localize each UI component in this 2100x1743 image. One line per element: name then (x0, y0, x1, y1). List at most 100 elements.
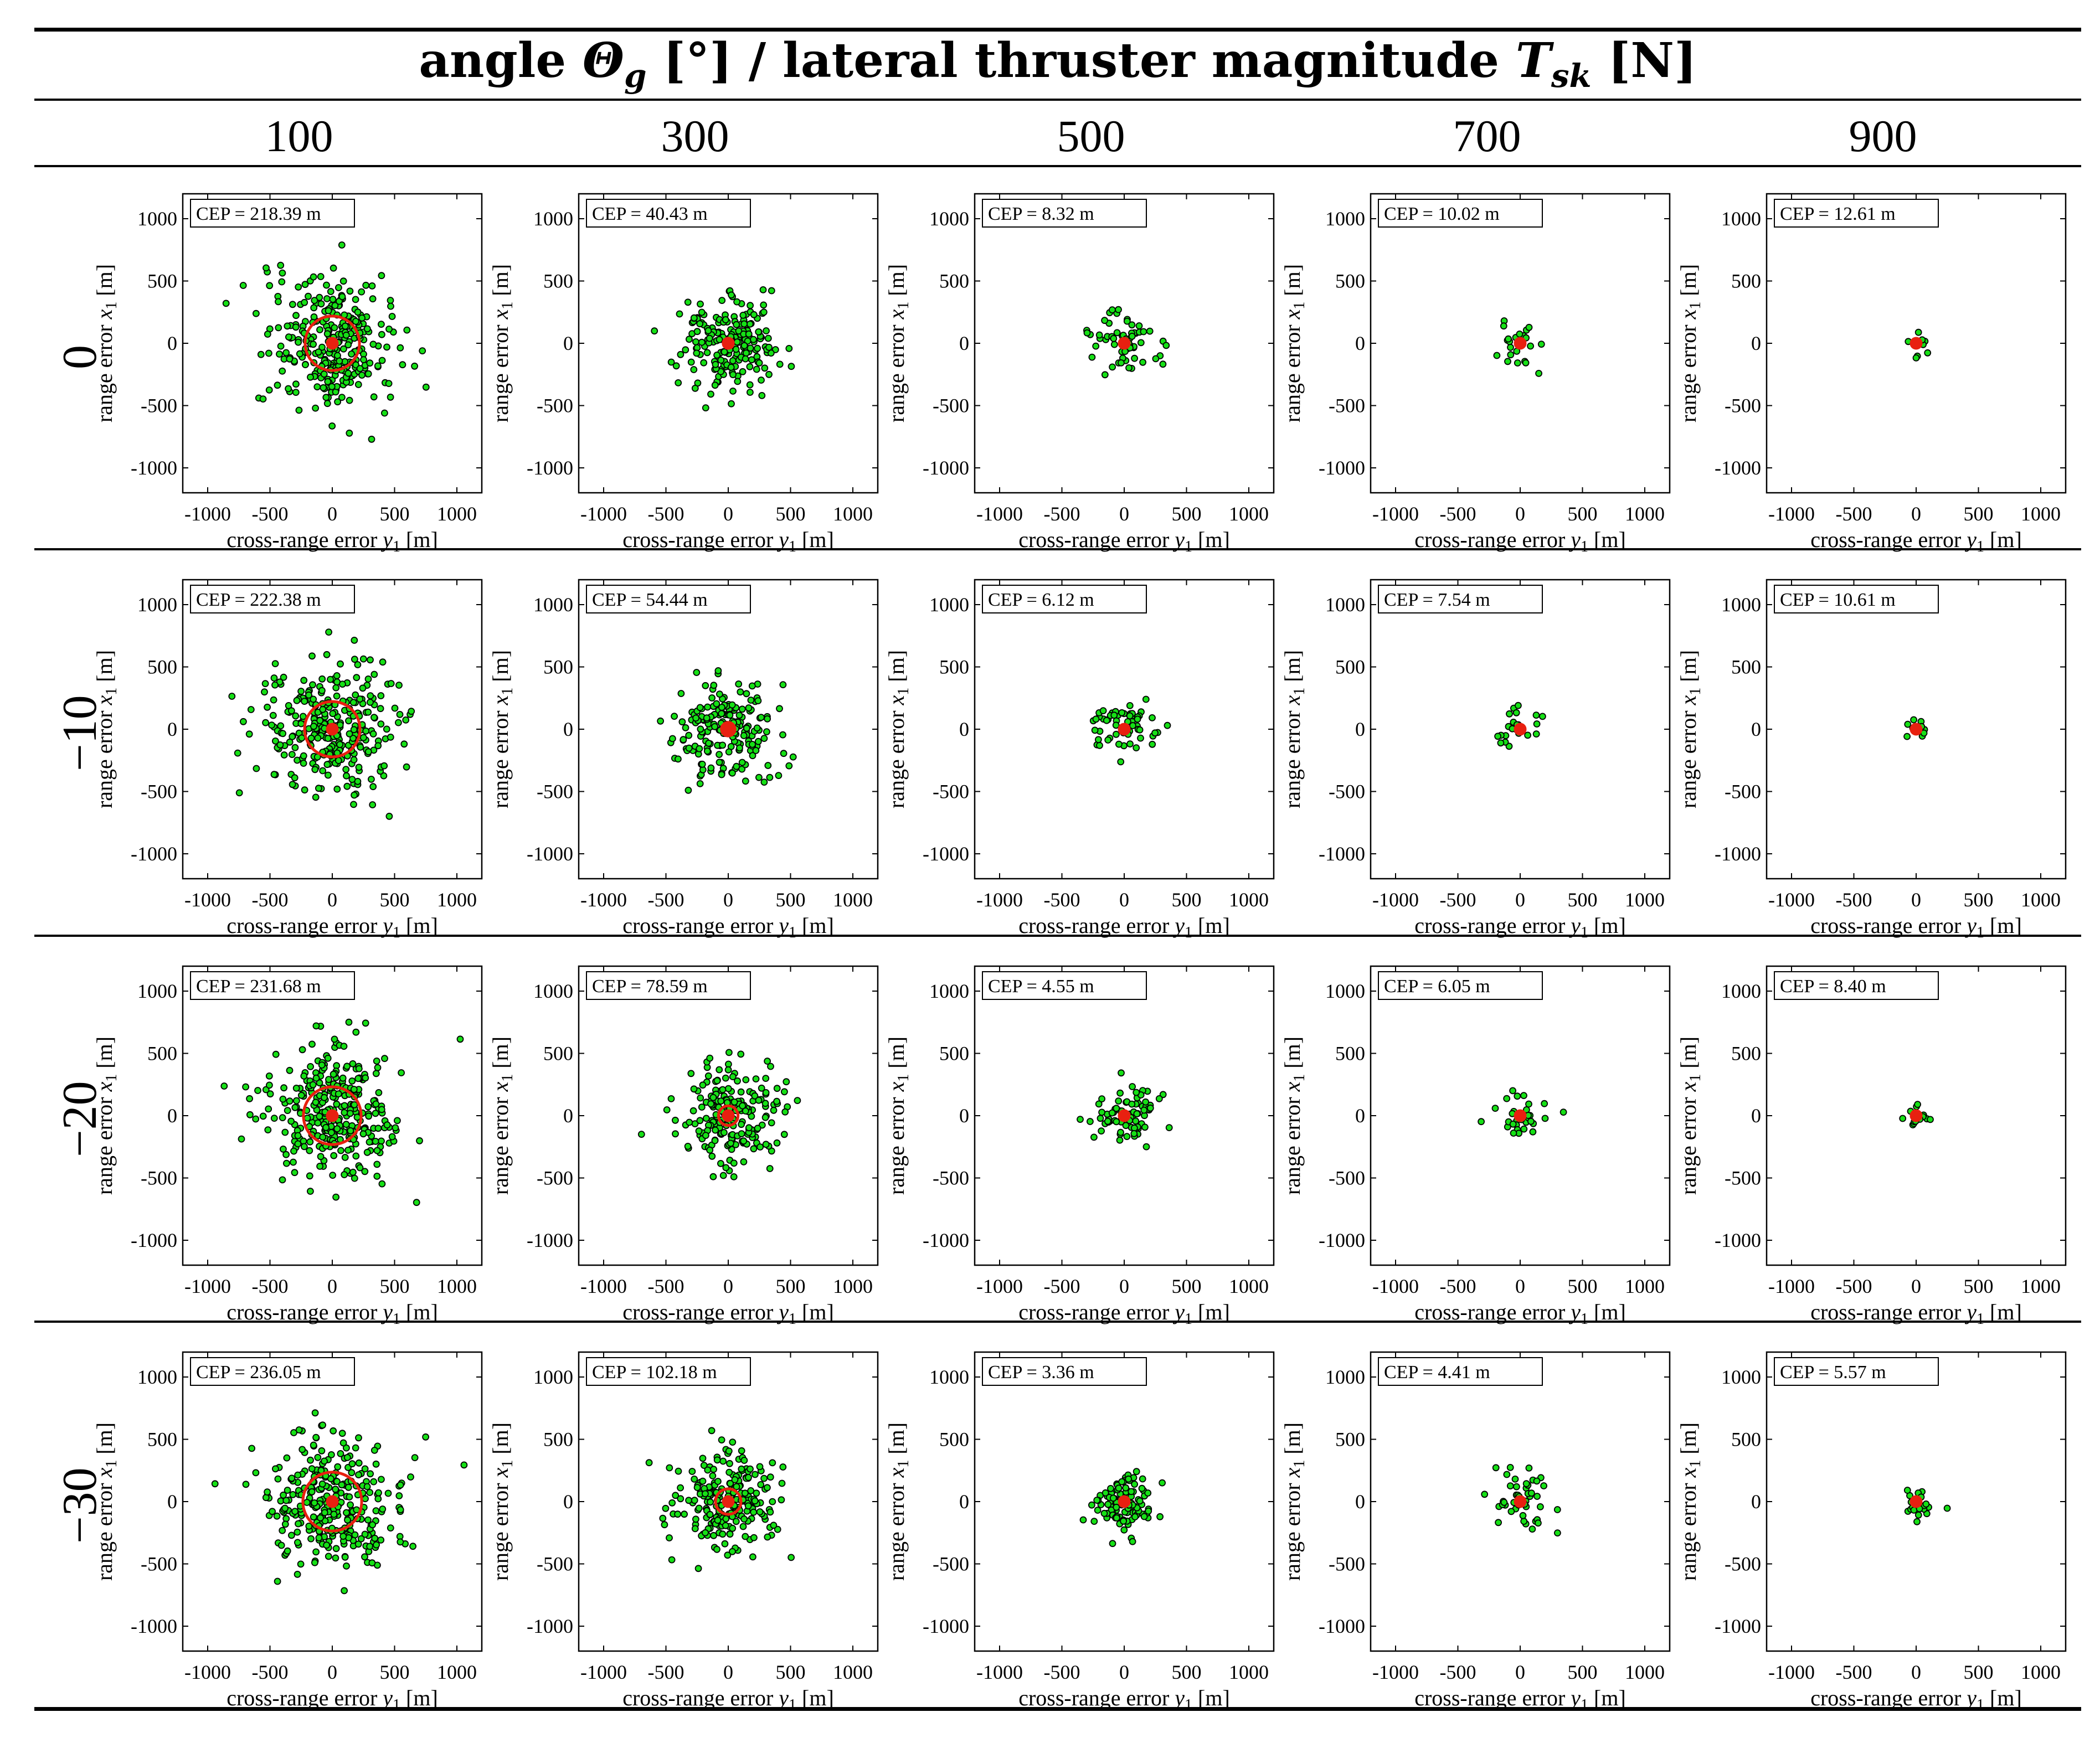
data-point (765, 370, 773, 378)
data-point (339, 345, 347, 353)
y-tick-label: -1000 (131, 1615, 177, 1637)
data-point (362, 281, 370, 289)
data-point (288, 1474, 296, 1482)
scatter-panel: -1000-1000-500-5000050050010001000cross-… (1280, 193, 1671, 555)
x-axis-label-unit: [m] (1192, 1299, 1230, 1324)
y-axis-label: range error x1 [m] (884, 1036, 912, 1195)
data-point (720, 1129, 728, 1136)
data-point (300, 1143, 308, 1151)
y-axis-label: range error x1 [m] (1676, 1036, 1704, 1195)
y-axis-label-unit: [m] (488, 650, 513, 688)
y-axis-label: range error x1 [m] (1676, 650, 1704, 808)
data-point (671, 713, 678, 720)
x-axis-label-text: cross-range error (622, 1299, 779, 1324)
data-point (718, 1436, 725, 1444)
data-point (1528, 1525, 1536, 1533)
data-point (372, 1070, 380, 1077)
data-point (1092, 715, 1100, 723)
data-point (740, 1457, 748, 1464)
data-point (1101, 371, 1109, 379)
data-point (688, 1468, 696, 1475)
cep-box (982, 585, 1147, 613)
y-tick-label: 500 (1731, 656, 1761, 678)
data-point (710, 1466, 718, 1473)
data-point (1903, 733, 1911, 740)
data-point (659, 1514, 667, 1522)
y-tick-label: 1000 (929, 1366, 969, 1388)
y-tick-label: -500 (537, 1553, 573, 1575)
data-point (1136, 1497, 1144, 1505)
data-point (377, 1476, 385, 1483)
x-axis-label-var: y (776, 1685, 789, 1710)
data-point (325, 307, 332, 314)
data-point (299, 713, 307, 720)
x-axis-label-text: cross-range error (1414, 527, 1571, 552)
data-point (324, 378, 332, 385)
data-point (310, 1513, 317, 1521)
data-point (292, 389, 300, 396)
data-point (270, 1115, 278, 1122)
data-point (403, 326, 411, 334)
data-point (295, 406, 303, 414)
y-axis-label-var: x (1280, 1081, 1305, 1092)
data-point (375, 1089, 383, 1096)
scatter-panel: -1000-1000-500-5000050050010001000cross-… (92, 965, 483, 1328)
x-tick-label: 500 (1568, 889, 1598, 911)
data-point (735, 327, 743, 335)
x-tick-label: -500 (648, 503, 684, 525)
data-point (318, 687, 326, 694)
data-point (708, 1152, 716, 1160)
data-point (785, 344, 793, 352)
data-point (372, 1137, 379, 1145)
cep-box (190, 585, 355, 613)
y-axis-label: range error x1 [m] (92, 264, 120, 422)
data-point (279, 1114, 286, 1122)
data-point (1141, 1123, 1149, 1131)
data-point (1133, 744, 1140, 752)
data-point (371, 1534, 379, 1542)
y-axis-label: range error x1 [m] (488, 1036, 516, 1195)
data-point (364, 1103, 372, 1111)
data-point (1107, 1484, 1114, 1492)
y-axis-label-text: range error (884, 1091, 909, 1195)
data-point (672, 362, 680, 370)
data-point (301, 281, 309, 288)
data-point (348, 1469, 356, 1477)
data-point (342, 1444, 350, 1452)
data-point (716, 751, 723, 759)
y-axis-label: range error x1 [m] (92, 1422, 120, 1581)
data-point (287, 1531, 295, 1539)
x-axis-label-var: y (1568, 913, 1581, 938)
data-point (1525, 1100, 1532, 1108)
data-point (364, 675, 372, 683)
y-axis-label: range error x1 [m] (1280, 264, 1308, 422)
x-tick-label: 1000 (833, 503, 873, 525)
data-point (1129, 1538, 1136, 1545)
y-axis-label-text: range error (1676, 705, 1701, 808)
x-tick-label: -500 (1044, 1275, 1080, 1297)
x-tick-label: 500 (380, 1661, 410, 1683)
data-point (740, 342, 748, 349)
data-point (696, 745, 703, 752)
data-point (753, 365, 760, 373)
data-point (291, 1169, 298, 1177)
data-point (341, 1108, 348, 1116)
data-point (292, 312, 300, 319)
data-point (754, 1125, 761, 1132)
data-point (695, 1504, 703, 1512)
data-point (387, 1524, 394, 1532)
y-axis-label-group: range error x1 [m] (884, 264, 912, 422)
data-point (1077, 1116, 1084, 1123)
y-axis-label-text: range error (1676, 1477, 1701, 1581)
data-point (264, 1126, 272, 1134)
cep-box (1378, 199, 1543, 228)
data-point (691, 1475, 698, 1483)
x-tick-label: 1000 (2021, 889, 2061, 911)
data-point (265, 1105, 272, 1113)
scatter-panel: -1000-1000-500-5000050050010001000cross-… (1676, 965, 2067, 1328)
data-point (245, 730, 253, 738)
data-point (368, 435, 375, 443)
y-tick-label: -500 (537, 395, 573, 417)
data-point (317, 273, 325, 280)
x-tick-label: 500 (776, 889, 806, 911)
